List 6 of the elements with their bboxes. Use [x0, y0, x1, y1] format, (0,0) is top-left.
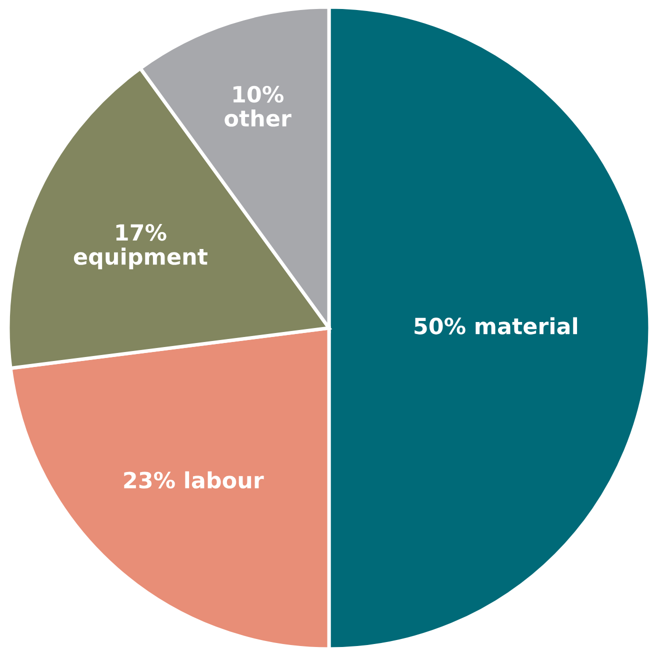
data-label: 10%	[233, 86, 284, 103]
slice-label: 50% material	[414, 317, 578, 334]
slice-label: 23% labour	[124, 471, 264, 489]
slice-label: other	[224, 109, 292, 127]
data-label: 17%	[116, 224, 166, 241]
slice-label: equipment	[74, 248, 208, 270]
